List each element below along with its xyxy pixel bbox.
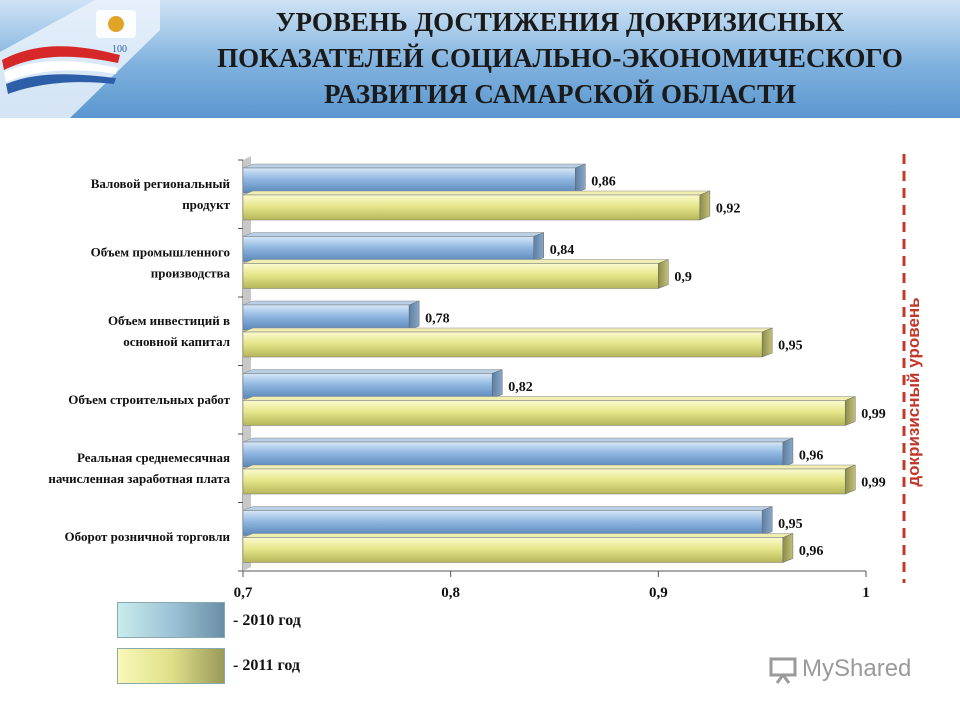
category-label: Оборот розничной торговли [65,529,231,544]
data-label: 0,78 [425,312,450,327]
data-label: 0,99 [861,407,886,422]
legend-label-2011: - 2011 год [233,657,300,674]
x-tick-label: 1 [862,585,870,601]
x-tick-label: 0,9 [649,585,668,601]
bar-top-face [242,232,544,237]
bar-end-face [658,259,669,289]
data-label: 0,96 [799,544,824,559]
data-label: 0,99 [861,476,886,491]
bar-top-face [242,259,669,264]
data-label: 0,86 [591,175,616,190]
bar-chart: 0,7 0,8 0,9 1 Валовой региональный продукт 0,8… [48,154,906,601]
bar-top-face [242,163,586,169]
bar-2010 [242,304,410,331]
bar-2010 [242,167,576,194]
bar-end-face [533,232,544,262]
bar-end-face [408,300,420,331]
x-tick-label: 0,8 [441,585,460,601]
category-label: Объем строительных работ [68,392,230,407]
bar-top-face [242,190,710,196]
category-label: производства [151,265,231,280]
bar-top-face [242,300,420,306]
data-label: 0,95 [778,517,803,532]
bar-2011 [242,537,784,563]
title-line: УРОВЕНЬ ДОСТИЖЕНИЯ ДОКРИЗИСНЫХ [275,7,845,37]
bar-top-face [242,437,794,443]
bar-2011 [242,468,846,495]
bar-end-face [844,464,856,495]
bar-top-face [242,464,856,470]
bar-2011 [242,400,846,426]
bar-end-face [575,163,586,194]
legend-swatch-2011 [117,648,225,684]
data-label: 0,95 [778,339,803,354]
legend-swatch-2010 [117,602,225,638]
bar-top-face [242,396,856,401]
data-label: 0,92 [716,202,741,217]
bar-top-face [242,327,773,333]
bar-end-face [782,437,794,468]
data-label: 0,82 [508,380,533,395]
bar-end-face [761,327,773,358]
category-label: Объем инвестиций в [108,313,230,328]
page-title: УРОВЕНЬ ДОСТИЖЕНИЯ ДОКРИЗИСНЫХ ПОКАЗАТЕЛ… [170,4,950,112]
header-banner: 100 УРОВЕНЬ ДОСТИЖЕНИЯ ДОКРИЗИСНЫХ ПОКАЗ… [0,0,960,118]
category-label: основной капитал [123,334,230,349]
bar-end-face [491,369,503,399]
bar-end-face [782,533,794,563]
legend-label-2010: - 2010 год [233,612,301,629]
bar-end-face [761,506,773,536]
region-logo: 100 [0,0,160,118]
bar-end-face [699,190,711,221]
data-label: 0,84 [550,243,575,258]
presentation-icon [769,657,797,684]
bar-2010 [242,236,534,262]
data-label: 0,9 [674,270,692,285]
bar-top-face [242,533,794,538]
bar-2010 [242,441,784,468]
category-label: Объем промышленного [91,244,230,259]
x-tick-label: 0,7 [234,585,253,601]
bar-2011 [242,263,659,289]
reference-line-label: докризисный уровень [904,297,923,487]
watermark-text: MyShared [802,655,912,682]
bar-top-face [242,369,503,374]
bar-2011 [242,194,701,221]
title-line: ПОКАЗАТЕЛЕЙ СОЦИАЛЬНО-ЭКОНОМИЧЕСКОГО [217,43,903,73]
bar-2010 [242,373,493,399]
watermark: MyShared [768,655,911,684]
bar-2010 [242,510,763,536]
data-label: 0,96 [799,449,824,464]
bar-2011 [242,331,763,358]
bar-top-face [242,506,773,511]
title-line: РАЗВИТИЯ САМАРСКОЙ ОБЛАСТИ [324,79,796,109]
category-label: начисленная заработная плата [48,471,230,486]
category-label: продукт [182,197,230,212]
category-label: Реальная среднемесячная [77,450,230,465]
svg-text:100: 100 [112,44,127,55]
bar-end-face [844,396,856,426]
category-label: Валовой региональный [91,176,231,191]
